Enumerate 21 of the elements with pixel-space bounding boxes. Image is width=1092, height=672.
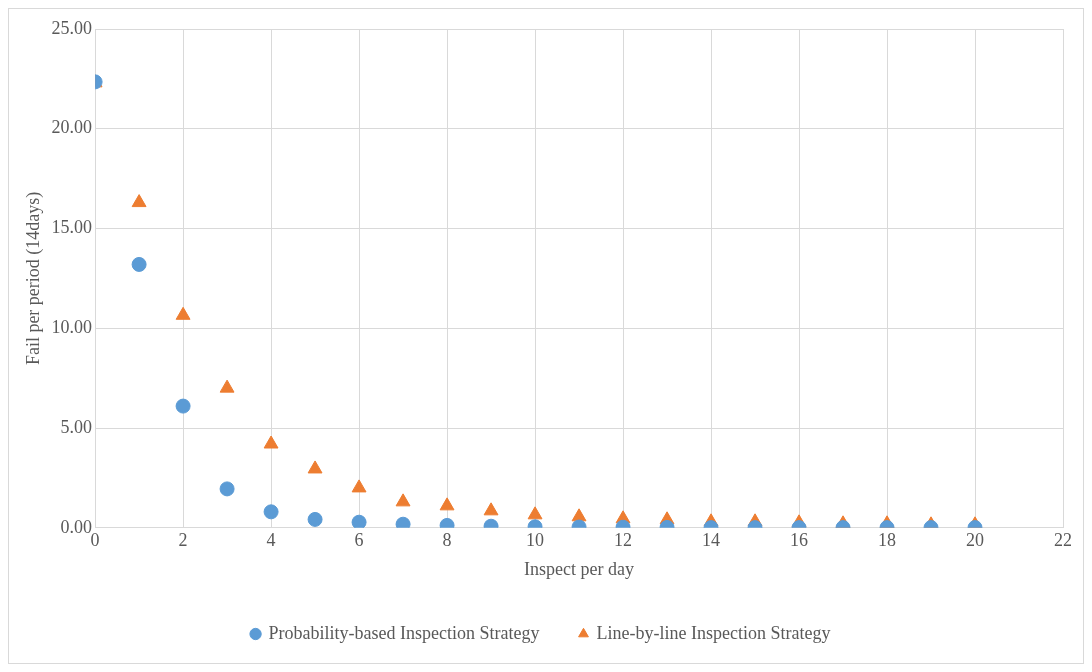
x-tick-label: 0 bbox=[90, 530, 100, 551]
y-tick-label: 15.00 bbox=[51, 217, 93, 238]
y-tick-label: 5.00 bbox=[60, 416, 93, 437]
x-tick-label: 22 bbox=[1054, 530, 1072, 551]
x-tick-label: 4 bbox=[266, 530, 276, 551]
x-tick-label: 14 bbox=[702, 530, 721, 551]
legend-label: Line-by-line Inspection Strategy bbox=[596, 622, 831, 643]
x-tick-label: 2 bbox=[178, 530, 188, 551]
y-tick-label: 10.00 bbox=[51, 317, 93, 338]
x-tick-label: 6 bbox=[354, 530, 364, 551]
y-axis-title: Fail per period (14days) bbox=[22, 191, 44, 366]
x-tick-label: 12 bbox=[614, 530, 633, 551]
legend-label: Probability-based Inspection Strategy bbox=[268, 622, 540, 643]
x-tick-label: 16 bbox=[790, 530, 809, 551]
x-axis-title: Inspect per day bbox=[524, 558, 635, 579]
x-tick-label: 8 bbox=[442, 530, 452, 551]
x-tick-label: 20 bbox=[966, 530, 985, 551]
y-tick-label: 25.00 bbox=[51, 17, 93, 38]
y-tick-label: 20.00 bbox=[51, 117, 93, 138]
x-tick-label: 18 bbox=[878, 530, 897, 551]
x-tick-label: 10 bbox=[526, 530, 545, 551]
